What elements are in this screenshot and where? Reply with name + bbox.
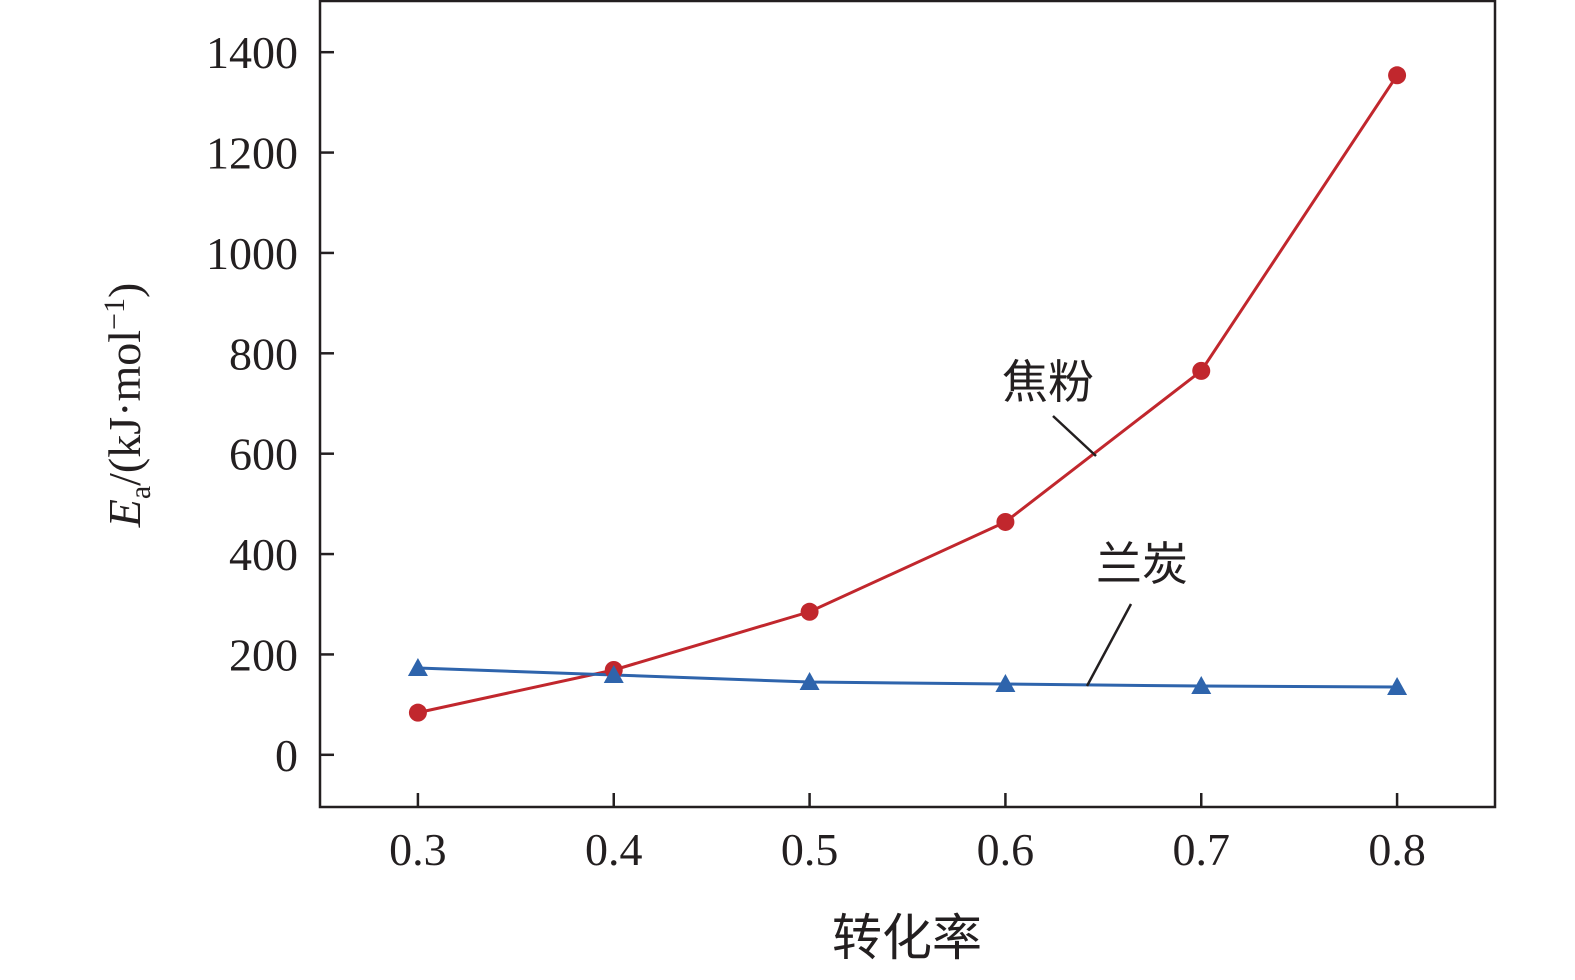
data-point-triangle: [1191, 676, 1212, 695]
data-point-circle: [1192, 361, 1211, 380]
x-tick-label: 0.5: [781, 824, 839, 875]
x-tick-label: 0.3: [389, 824, 447, 875]
series-label-jiaofen: 焦粉: [1002, 357, 1094, 408]
series-label-lantan: 兰炭: [1096, 539, 1188, 590]
data-point-circle: [1388, 66, 1407, 85]
y-tick-label: 1000: [206, 228, 298, 279]
y-axis-label-superscript: −1: [98, 298, 131, 330]
data-point-triangle: [799, 672, 820, 691]
y-axis-label-symbol: E: [99, 499, 150, 528]
annotation-leader-jiaofen: [1052, 415, 1097, 457]
data-point-triangle: [603, 665, 624, 684]
annotation-leader-lantan: [1085, 603, 1133, 687]
data-point-circle: [408, 703, 427, 722]
y-tick-label: 0: [275, 730, 298, 781]
x-tick-label: 0.7: [1173, 824, 1231, 875]
y-tick-label: 200: [229, 629, 298, 680]
data-point-circle: [996, 512, 1015, 531]
y-tick-label: 600: [229, 429, 298, 480]
y-axis-label-subscript: a: [124, 486, 157, 499]
x-tick-label: 0.8: [1368, 824, 1426, 875]
x-tick-label: 0.6: [977, 824, 1035, 875]
series-line-1: [417, 666, 1398, 689]
y-tick-label: 1400: [206, 27, 298, 78]
x-tick-label: 0.4: [585, 824, 643, 875]
y-tick-label: 1200: [206, 128, 298, 179]
y-axis-label-unit: /(kJ·mol: [99, 330, 150, 486]
y-tick-label: 400: [229, 529, 298, 580]
plot-frame: [318, 0, 1497, 809]
data-point-triangle: [407, 657, 428, 676]
series-line-0: [417, 74, 1399, 715]
data-point-triangle: [995, 674, 1016, 693]
y-axis-label: Ea/(kJ·mol−1): [98, 283, 157, 529]
data-point-triangle: [1387, 677, 1408, 696]
y-axis-label-close: ): [99, 283, 150, 298]
y-tick-label: 800: [229, 328, 298, 379]
data-point-circle: [800, 602, 819, 621]
x-axis-label: 转化率: [832, 910, 982, 966]
